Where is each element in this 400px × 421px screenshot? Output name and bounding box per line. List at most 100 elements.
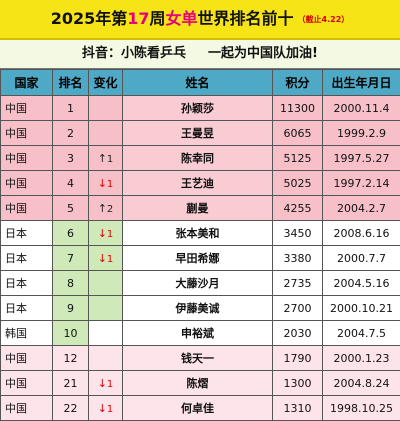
arrow-up-icon: ↑ (98, 202, 107, 215)
name-cell: 王艺迪 (123, 171, 273, 196)
rank-cell: 8 (53, 271, 89, 296)
change-cell (89, 121, 123, 146)
dob-cell: 1998.10.25 (323, 396, 400, 421)
country-cell: 日本 (1, 221, 53, 246)
title-prefix: 2025年第 (51, 9, 128, 28)
rank-cell: 9 (53, 296, 89, 321)
name-cell: 早田希娜 (123, 246, 273, 271)
subtitle-account: 抖音：小陈看乒乓 (82, 46, 186, 61)
rank-cell: 1 (53, 96, 89, 121)
change-value: 1 (107, 154, 113, 165)
rank-cell: 22 (53, 396, 89, 421)
country-cell: 中国 (1, 346, 53, 371)
change-cell (89, 296, 123, 321)
change-cell: ↓1 (89, 171, 123, 196)
country-cell: 日本 (1, 296, 53, 321)
points-cell: 4255 (273, 196, 323, 221)
name-cell: 陈熠 (123, 371, 273, 396)
country-cell: 中国 (1, 371, 53, 396)
change-value: 2 (107, 204, 113, 215)
change-cell: ↑2 (89, 196, 123, 221)
dob-cell: 2008.6.16 (323, 221, 400, 246)
title-bar: 2025年第17周女单世界排名前十（截止4.22） (0, 0, 400, 40)
points-cell: 5125 (273, 146, 323, 171)
title-suffix: 世界排名前十 (198, 9, 294, 28)
change-value: 1 (107, 404, 113, 415)
column-header-rank: 排名 (53, 70, 89, 96)
points-cell: 3380 (273, 246, 323, 271)
points-cell: 3450 (273, 221, 323, 246)
rank-cell: 4 (53, 171, 89, 196)
country-cell: 中国 (1, 146, 53, 171)
rank-cell: 7 (53, 246, 89, 271)
points-cell: 2700 (273, 296, 323, 321)
name-cell: 王曼昱 (123, 121, 273, 146)
dob-cell: 2000.10.21 (323, 296, 400, 321)
country-cell: 中国 (1, 171, 53, 196)
name-cell: 大藤沙月 (123, 271, 273, 296)
rank-cell: 10 (53, 321, 89, 346)
dob-cell: 1997.2.14 (323, 171, 400, 196)
dob-cell: 2000.11.4 (323, 96, 400, 121)
name-cell: 张本美和 (123, 221, 273, 246)
country-cell: 中国 (1, 96, 53, 121)
dob-cell: 2000.7.7 (323, 246, 400, 271)
subtitle-slogan: 一起为中国队加油! (208, 46, 318, 61)
dob-cell: 2004.7.5 (323, 321, 400, 346)
points-cell: 11300 (273, 96, 323, 121)
change-cell (89, 346, 123, 371)
country-cell: 日本 (1, 246, 53, 271)
arrow-down-icon: ↓ (98, 402, 107, 415)
rank-cell: 3 (53, 146, 89, 171)
name-cell: 申裕斌 (123, 321, 273, 346)
points-cell: 1310 (273, 396, 323, 421)
name-cell: 伊藤美诚 (123, 296, 273, 321)
column-header-points: 积分 (273, 70, 323, 96)
country-cell: 日本 (1, 271, 53, 296)
rank-cell: 6 (53, 221, 89, 246)
page-title: 2025年第17周女单世界排名前十 (51, 9, 294, 28)
country-cell: 韩国 (1, 321, 53, 346)
points-cell: 6065 (273, 121, 323, 146)
rank-cell: 2 (53, 121, 89, 146)
title-event: 女单 (166, 9, 198, 28)
arrow-down-icon: ↓ (98, 252, 107, 265)
change-value: 1 (107, 379, 113, 390)
subtitle-bar: 抖音：小陈看乒乓 一起为中国队加油! (0, 40, 400, 69)
dob-cell: 2004.5.16 (323, 271, 400, 296)
change-value: 1 (107, 254, 113, 265)
change-cell: ↓1 (89, 246, 123, 271)
country-cell: 中国 (1, 121, 53, 146)
column-header-dob: 出生年月日 (323, 70, 400, 96)
rank-cell: 5 (53, 196, 89, 221)
column-header-name: 姓名 (123, 70, 273, 96)
rank-cell: 21 (53, 371, 89, 396)
arrow-down-icon: ↓ (98, 227, 107, 240)
change-cell: ↓1 (89, 221, 123, 246)
change-cell (89, 271, 123, 296)
dob-cell: 2000.1.23 (323, 346, 400, 371)
dob-cell: 1999.2.9 (323, 121, 400, 146)
arrow-down-icon: ↓ (98, 377, 107, 390)
points-cell: 2735 (273, 271, 323, 296)
name-cell: 钱天一 (123, 346, 273, 371)
name-cell: 陈幸同 (123, 146, 273, 171)
arrow-down-icon: ↓ (98, 177, 107, 190)
points-cell: 2030 (273, 321, 323, 346)
name-cell: 孙颖莎 (123, 96, 273, 121)
country-cell: 中国 (1, 196, 53, 221)
column-header-country: 国家 (1, 70, 53, 96)
table-header-row: 国家 排名 变化 姓名 积分 出生年月日 (1, 70, 400, 96)
